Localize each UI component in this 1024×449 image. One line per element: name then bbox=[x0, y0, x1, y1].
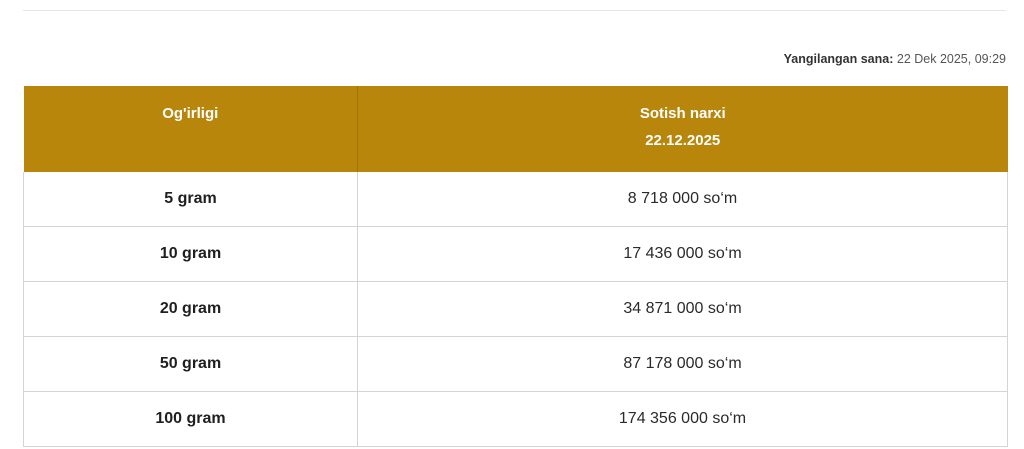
updated-timestamp: Yangilangan sana: 22 Dek 2025, 09:29 bbox=[784, 52, 1006, 66]
price-column-header: Sotish narxi 22.12.2025 bbox=[357, 86, 1008, 172]
weight-cell: 10 gram bbox=[23, 226, 358, 282]
price-cell: 17 436 000 so‘m bbox=[357, 226, 1008, 282]
weight-cell: 5 gram bbox=[23, 172, 358, 227]
table-header-row: Og'irligi Sotish narxi 22.12.2025 bbox=[23, 86, 1008, 172]
top-divider bbox=[23, 10, 1006, 11]
price-cell: 174 356 000 so‘m bbox=[357, 391, 1008, 447]
price-cell: 87 178 000 so‘m bbox=[357, 336, 1008, 392]
table-row: 20 gram 34 871 000 so‘m bbox=[23, 281, 1008, 337]
updated-label: Yangilangan sana: bbox=[783, 52, 894, 66]
table-row: 100 gram 174 356 000 so‘m bbox=[23, 391, 1008, 447]
price-header-date: 22.12.2025 bbox=[645, 132, 721, 149]
price-header-label: Sotish narxi bbox=[639, 105, 726, 122]
weight-cell: 20 gram bbox=[23, 281, 358, 337]
price-table: Og'irligi Sotish narxi 22.12.2025 5 gram… bbox=[23, 86, 1008, 447]
updated-value: 22 Dek 2025, 09:29 bbox=[896, 52, 1006, 66]
price-cell: 34 871 000 so‘m bbox=[357, 281, 1008, 337]
weight-column-header: Og'irligi bbox=[23, 86, 358, 172]
table-row: 50 gram 87 178 000 so‘m bbox=[23, 336, 1008, 392]
weight-header-label: Og'irligi bbox=[162, 105, 219, 122]
weight-cell: 50 gram bbox=[23, 336, 358, 392]
table-row: 10 gram 17 436 000 so‘m bbox=[23, 226, 1008, 282]
price-cell: 8 718 000 so‘m bbox=[357, 172, 1008, 227]
table-row: 5 gram 8 718 000 so‘m bbox=[23, 172, 1008, 227]
weight-cell: 100 gram bbox=[23, 391, 358, 447]
